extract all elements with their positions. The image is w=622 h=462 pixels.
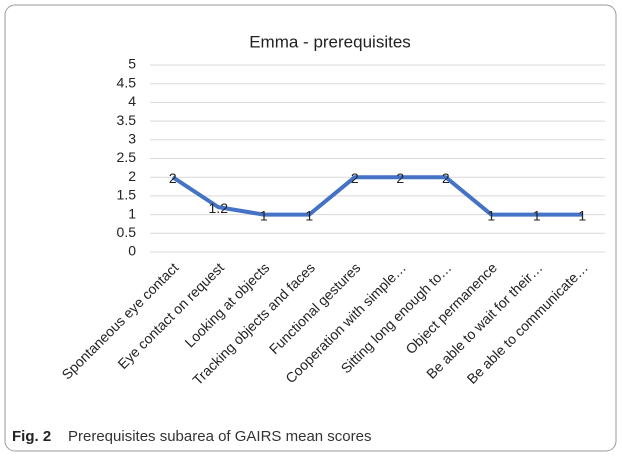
data-label: 1.2 [209,200,229,216]
y-tick-label: 3.5 [117,112,137,128]
y-tick-label: 1.5 [117,187,137,203]
data-label: 2 [396,170,404,186]
line [171,175,583,217]
caption-label: Fig. 2 [12,428,51,445]
data-label: 1 [578,207,586,223]
data-label: 1 [487,207,495,223]
y-tick-label: 2.5 [117,149,137,165]
data-label: 2 [442,170,450,186]
x-tick-label: Looking at objects [181,259,272,350]
caption-text: Prerequisites subarea of GAIRS mean scor… [68,428,371,445]
y-tick-label: 4 [128,93,136,109]
y-tick-label: 0.5 [117,224,137,240]
chart-title: Emma - prerequisites [249,32,411,51]
frame [4,4,617,452]
data-label: 1 [305,207,313,223]
y-tick-label: 0 [128,243,136,259]
y-tick-label: 2 [128,168,136,184]
data-label: 1 [533,207,541,223]
data-label: 1 [260,207,268,223]
y-tick-label: 3 [128,131,136,147]
data-label: 2 [169,170,177,186]
y-tick-label: 1 [128,205,136,221]
y-tick-label: 4.5 [117,74,137,90]
data-label: 2 [351,170,359,186]
y-tick-label: 5 [128,56,136,72]
